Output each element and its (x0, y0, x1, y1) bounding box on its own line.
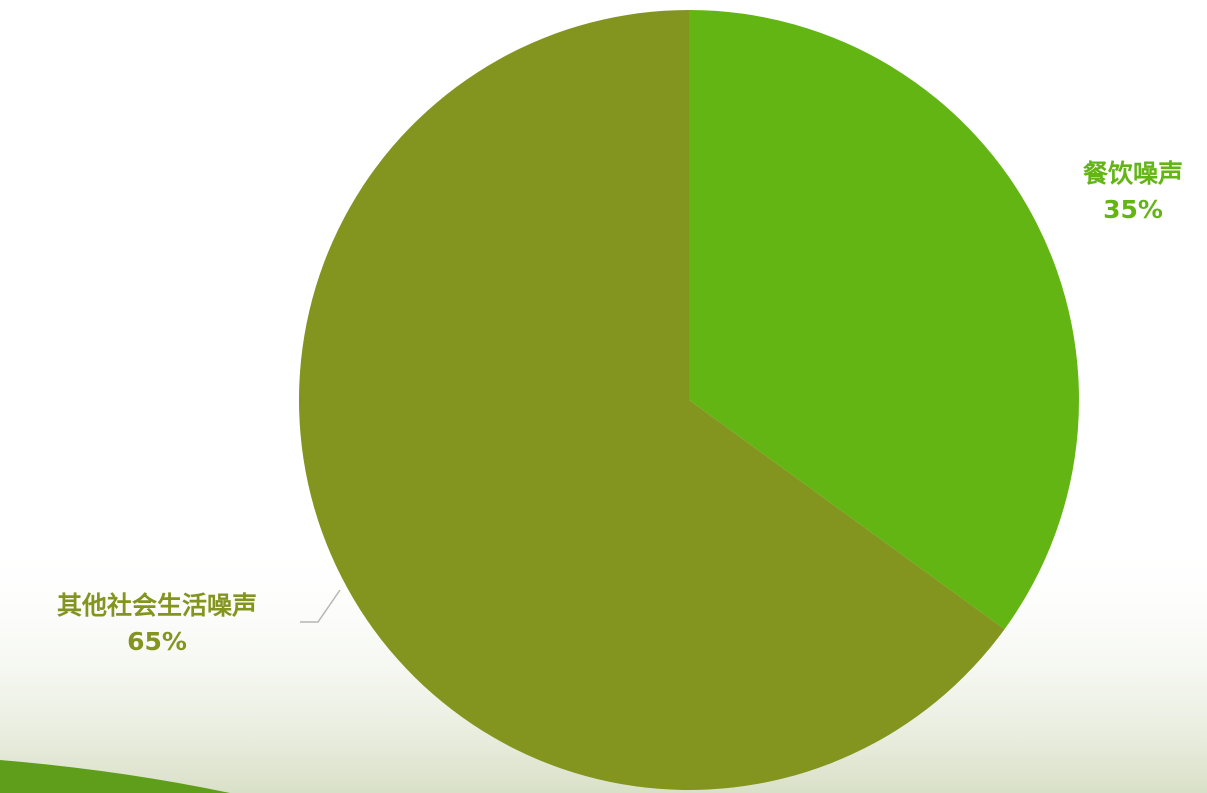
value-label: 35% (1103, 195, 1163, 224)
pie-slice (298, 10, 1005, 791)
slice-label: 其他社会生活噪声 (57, 591, 257, 620)
slice-label: 餐饮噪声 (1083, 159, 1183, 188)
value-label: 65% (127, 627, 187, 656)
leader-line (300, 589, 341, 623)
pie-slice (689, 10, 1079, 630)
background-swoosh (0, 760, 230, 793)
